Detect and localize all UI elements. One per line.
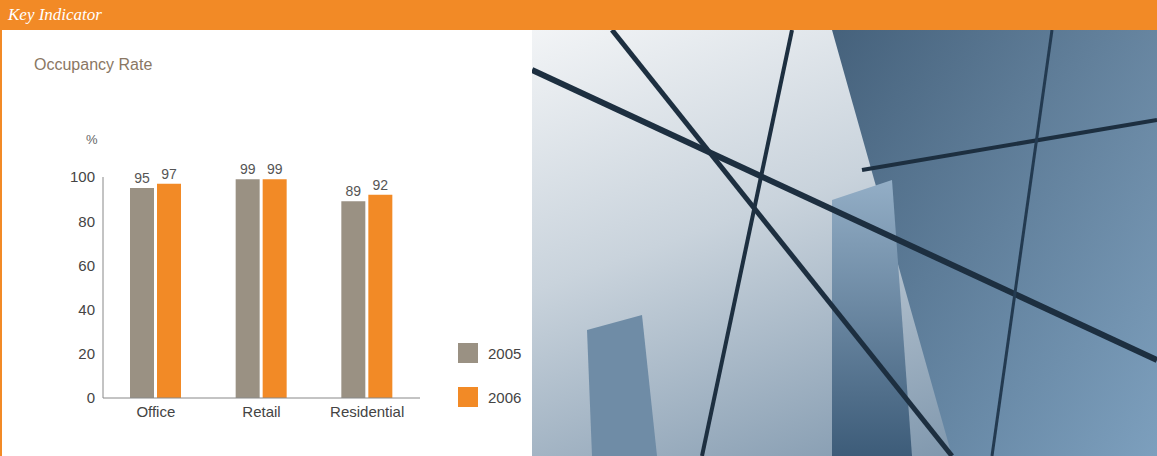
svg-text:0: 0 bbox=[87, 389, 95, 406]
svg-text:20: 20 bbox=[78, 345, 95, 362]
svg-text:95: 95 bbox=[134, 170, 150, 186]
svg-text:Residential: Residential bbox=[330, 403, 404, 420]
svg-text:92: 92 bbox=[373, 177, 389, 193]
svg-text:40: 40 bbox=[78, 301, 95, 318]
svg-text:80: 80 bbox=[78, 213, 95, 230]
svg-text:99: 99 bbox=[240, 161, 256, 177]
svg-text:97: 97 bbox=[161, 166, 177, 182]
svg-text:60: 60 bbox=[78, 257, 95, 274]
html-text:Occupancy Rate: Occupancy Rate bbox=[34, 56, 153, 73]
svg-text:89: 89 bbox=[346, 183, 362, 199]
html-text:Key Indicator: Key Indicator bbox=[8, 5, 102, 24]
svg-text:99: 99 bbox=[267, 161, 283, 177]
html-text:2005: 2005 bbox=[488, 344, 522, 362]
svg-text:100: 100 bbox=[70, 168, 95, 185]
svg-text:Office: Office bbox=[136, 403, 175, 420]
svg-text:Retail: Retail bbox=[242, 403, 280, 420]
html-text:2006: 2006 bbox=[488, 388, 522, 406]
